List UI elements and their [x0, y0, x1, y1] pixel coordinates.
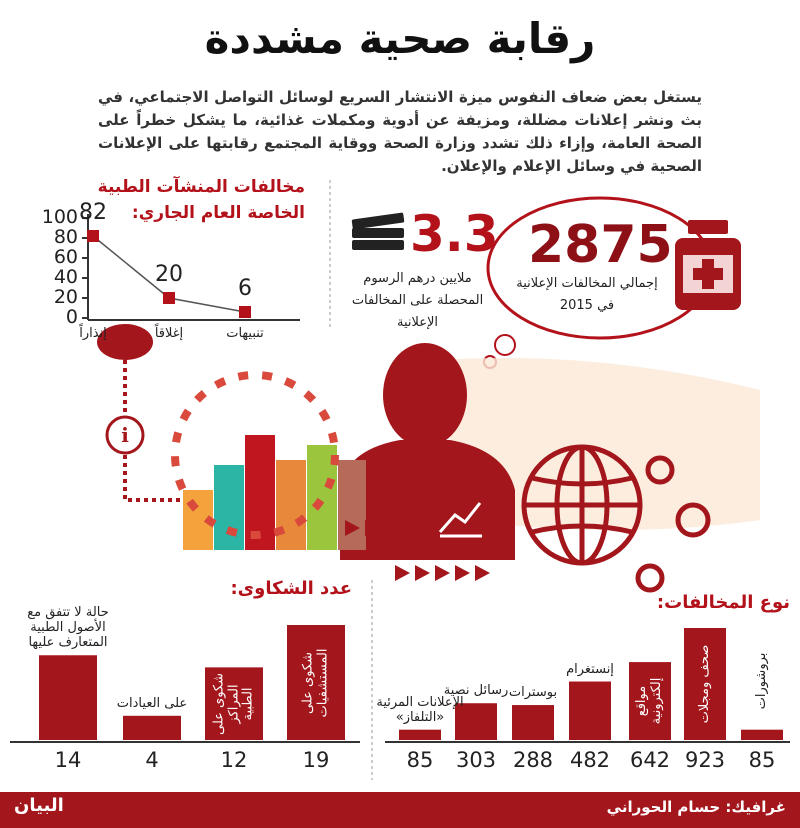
x-tick-label: إغلاقاً: [154, 326, 184, 341]
data-label: 642: [629, 748, 671, 772]
data-label: 482: [569, 748, 611, 772]
dashed-ring: [171, 371, 339, 539]
category-label: إنستغرام: [566, 661, 614, 677]
stat-value: 3.3: [410, 205, 499, 263]
category-label: الإعلانات المرئية «التلفاز»: [376, 694, 464, 725]
x-tick-label: إنذاراً: [79, 326, 107, 341]
chart-title: مخالفات المنشآت الطبية الخاصة العام الجا…: [97, 177, 305, 223]
bar: [39, 655, 97, 740]
backdrop: [440, 358, 760, 530]
money-icon: [351, 212, 405, 250]
y-tick-label: 100: [41, 206, 78, 228]
chart-title: نوع المخالفات:: [656, 592, 790, 613]
point: [163, 292, 175, 304]
category-label: على العيادات: [116, 695, 188, 711]
bar: [684, 628, 726, 740]
y-tick-label: 80: [53, 226, 78, 248]
category-label: صحف ومجلات: [696, 644, 712, 724]
footer-credit: غرافيك: حسام الحوراني: [606, 798, 786, 816]
data-label: 923: [684, 748, 726, 772]
category-label: بروشورات: [753, 652, 769, 710]
point: [87, 230, 99, 242]
data-label: 19: [302, 748, 330, 772]
bar: [123, 715, 181, 740]
growth-icon: [438, 502, 482, 538]
x-tick-label: تنبيهات: [226, 326, 264, 341]
bar: [629, 662, 671, 740]
data-label: 20: [155, 262, 183, 287]
category-label: شكوى على المستشفيات: [300, 648, 330, 717]
category-label: رسائل نصية: [443, 683, 509, 699]
person-silhouette: [340, 343, 515, 560]
data-label: 14: [54, 748, 82, 772]
data-label: 85: [748, 748, 776, 772]
data-label: 4: [145, 748, 159, 772]
data-label: 85: [406, 748, 434, 772]
globe-icon: [521, 444, 711, 593]
category-label: حالة لا تتفق مع الأصول الطبية المتعارف ع…: [27, 605, 109, 651]
data-label: 288: [512, 748, 554, 772]
data-label: 6: [238, 276, 252, 301]
category-label: شكوى على المراكز الطبية: [210, 672, 256, 735]
title: رقابة صحية مشددة: [204, 14, 596, 63]
stat-label: إجمالي المخالفات الإعلانية في 2015: [516, 276, 658, 313]
y-tick-label: 40: [53, 266, 78, 288]
buildings: [183, 435, 366, 550]
footer-brand: البيان: [14, 795, 64, 816]
info-icon: i: [97, 324, 180, 502]
bottle-icon: [675, 220, 741, 310]
data-label: 303: [455, 748, 497, 772]
bar: [287, 625, 345, 740]
bar: [399, 729, 441, 740]
svg-text:i: i: [121, 423, 129, 447]
stat-label: ملايين درهم الرسوم المحصلة على المخالفات…: [351, 271, 484, 330]
point: [239, 306, 251, 318]
bar: [455, 703, 497, 740]
y-tick-label: 60: [53, 246, 78, 268]
bar: [512, 705, 554, 740]
category-label: مواقع إلكترونية: [634, 677, 664, 725]
bar: [205, 667, 263, 740]
category-label: بوسترات: [508, 685, 558, 701]
bar: [569, 681, 611, 740]
thought-dot: [494, 334, 516, 356]
y-tick-label: 0: [65, 306, 78, 328]
footer-band: [0, 792, 800, 828]
intro: يستغل بعض ضعاف النفوس ميزة الانتشار السر…: [98, 88, 702, 175]
y-tick-label: 20: [53, 286, 78, 308]
arrows: [345, 520, 490, 581]
stat-value: 2875: [528, 215, 673, 275]
bar: [741, 729, 783, 740]
data-label: 12: [220, 748, 248, 772]
data-label: 82: [79, 200, 107, 225]
chart-title: عدد الشكاوى:: [230, 578, 352, 599]
